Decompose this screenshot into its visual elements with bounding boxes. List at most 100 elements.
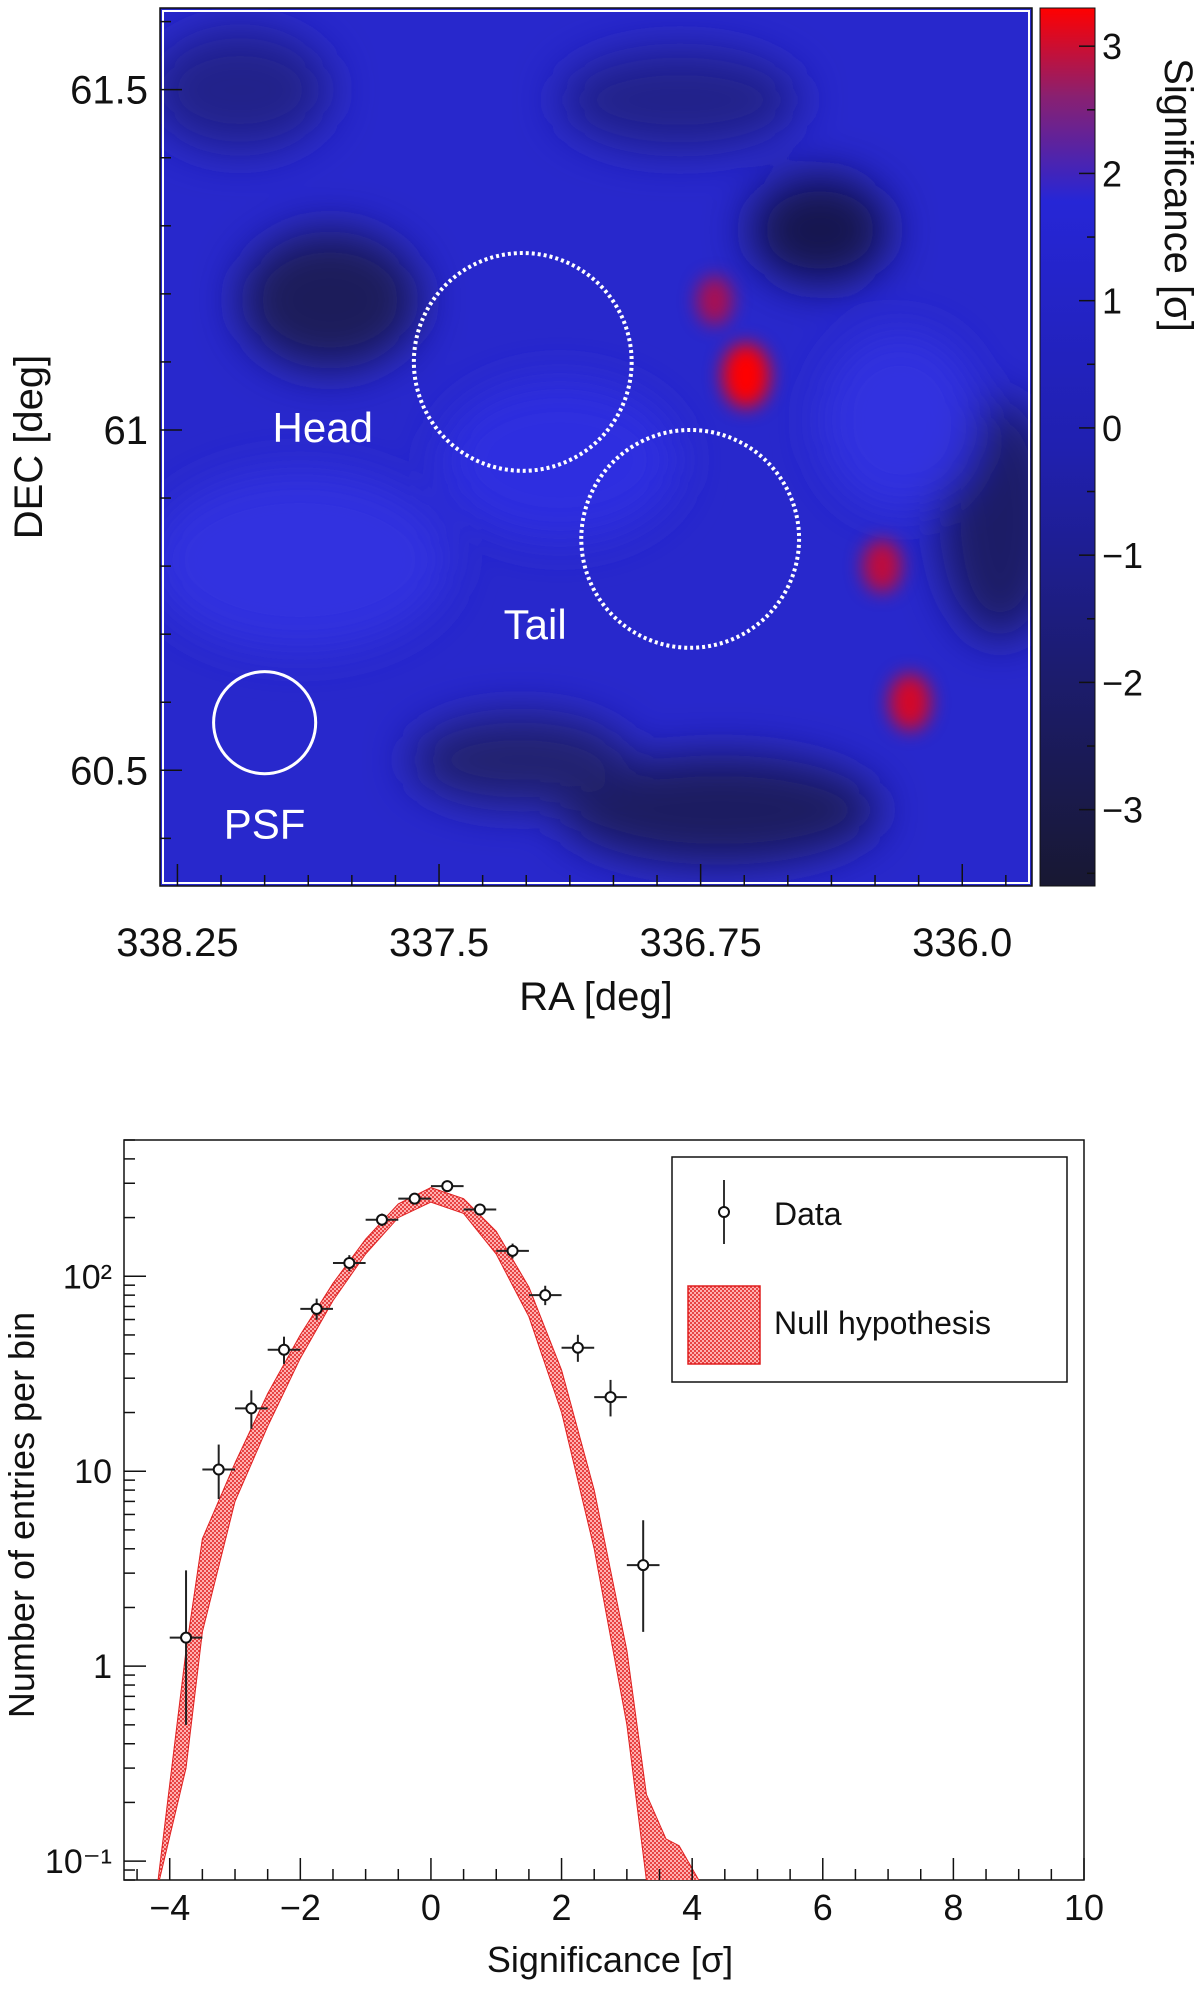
colorbar-tick-label: 0	[1102, 408, 1122, 449]
data-point	[267, 1336, 301, 1364]
data-marker	[473, 1203, 486, 1216]
data-point	[528, 1285, 562, 1306]
data-points	[169, 1180, 660, 1725]
hotspot	[888, 673, 931, 731]
psf-region-circle	[212, 670, 318, 776]
colorbar-tick-label: 1	[1102, 281, 1122, 322]
map-y-tick-label: 60.5	[70, 749, 148, 793]
map-frame	[159, 7, 1033, 887]
data-marker	[604, 1391, 617, 1404]
head-region-label: Head	[273, 404, 373, 451]
colorbar-tick-label: −2	[1102, 662, 1143, 703]
colorbar-title: Significance [σ]	[1156, 58, 1200, 332]
dark-patch	[560, 755, 880, 865]
map-inner-frame	[162, 10, 1030, 884]
hist-y-ticks: 10⁻¹ 1 10 10²	[45, 1139, 146, 1881]
data-marker	[571, 1341, 584, 1354]
legend-data-label: Data	[774, 1196, 842, 1232]
colorbar-tick-label: −1	[1102, 535, 1143, 576]
region-labels: Head Tail PSF	[224, 404, 567, 848]
data-marker	[343, 1256, 356, 1269]
hist-x-tick-label: −4	[149, 1887, 190, 1928]
hist-x-tick-label: 6	[813, 1887, 833, 1928]
data-point	[594, 1379, 627, 1417]
data-marker	[180, 1631, 193, 1644]
dark-patch	[240, 230, 420, 370]
hotspot	[696, 276, 733, 326]
hist-x-tick-label: 0	[421, 1887, 441, 1928]
bright-patch	[160, 470, 450, 650]
map-texture	[160, 30, 1032, 865]
data-point	[430, 1180, 464, 1193]
region-circles	[212, 251, 802, 776]
hist-y-tick-label: 10	[74, 1453, 112, 1491]
hist-x-tick-label: −2	[280, 1887, 321, 1928]
data-point	[300, 1298, 333, 1320]
hist-x-ticks: −4 −2 0 2 4 6 8 10	[136, 1858, 1104, 1928]
map-x-ticks: 338.25 337.5 336.75 336.0	[116, 864, 1012, 965]
data-marker	[310, 1302, 323, 1315]
legend: Data Null hypothesis	[671, 1156, 1068, 1383]
hotspots	[696, 276, 931, 731]
map-y-axis-title: DEC [deg]	[7, 355, 51, 540]
data-marker	[441, 1180, 454, 1193]
hotspot	[722, 343, 770, 408]
hotspot	[862, 539, 902, 593]
data-marker	[278, 1343, 290, 1356]
map-x-tick-label: 336.0	[912, 921, 1012, 965]
dark-patch	[160, 30, 330, 150]
bright-patch	[820, 330, 980, 510]
colorbar-tick-label: 3	[1102, 26, 1122, 67]
map-x-tick-label: 338.25	[116, 921, 238, 965]
data-point	[202, 1444, 236, 1500]
data-point	[463, 1203, 497, 1216]
tail-region-label: Tail	[504, 601, 567, 648]
data-point	[398, 1192, 431, 1205]
hist-y-tick-label: 10²	[63, 1258, 112, 1296]
hist-x-tick-label: 4	[682, 1887, 702, 1928]
tail-region-circle	[579, 427, 802, 650]
hist-y-tick-label: 1	[93, 1648, 112, 1686]
bright-patch	[440, 380, 680, 540]
dark-patch	[750, 175, 890, 285]
data-point	[496, 1243, 529, 1259]
data-marker	[539, 1289, 552, 1302]
map-y-ticks: 60.5 61 61.5	[70, 20, 182, 840]
colorbar-ticks: 3 2 1 0 −1 −2 −3	[1079, 26, 1143, 875]
colorbar-tick-label: 2	[1102, 153, 1122, 194]
data-point	[169, 1570, 203, 1725]
dark-patch	[560, 50, 800, 150]
map-y-tick-label: 61	[104, 409, 149, 453]
hist-y-axis-title: Number of entries per bin	[1, 1312, 42, 1718]
hist-y-tick-label: 10⁻¹	[45, 1843, 112, 1881]
data-marker	[212, 1463, 225, 1476]
hist-x-tick-label: 10	[1064, 1887, 1104, 1928]
legend-data-marker	[718, 1206, 730, 1218]
psf-region-label: PSF	[224, 801, 306, 848]
data-point	[235, 1390, 268, 1429]
hist-x-tick-label: 8	[943, 1887, 963, 1928]
map-x-tick-label: 337.5	[389, 921, 489, 965]
map-x-tick-label: 336.75	[639, 921, 761, 965]
data-point	[561, 1334, 595, 1362]
null-hypothesis-band	[157, 1187, 700, 1880]
data-point	[332, 1255, 366, 1272]
colorbar-tick-label: −3	[1102, 790, 1143, 831]
hist-x-axis-title: Significance [σ]	[487, 1939, 733, 1980]
data-marker	[375, 1213, 388, 1226]
data-point	[626, 1520, 660, 1632]
map-x-axis-title: RA [deg]	[519, 975, 672, 1019]
legend-null-label: Null hypothesis	[774, 1305, 991, 1341]
hist-x-tick-label: 2	[552, 1887, 572, 1928]
head-region-circle	[411, 251, 634, 473]
data-marker	[637, 1559, 650, 1572]
colorbar	[1039, 7, 1096, 887]
dark-patch	[410, 715, 630, 805]
map-y-tick-label: 61.5	[70, 69, 148, 113]
data-marker	[408, 1192, 421, 1205]
data-marker	[245, 1402, 258, 1415]
data-point	[365, 1213, 399, 1227]
